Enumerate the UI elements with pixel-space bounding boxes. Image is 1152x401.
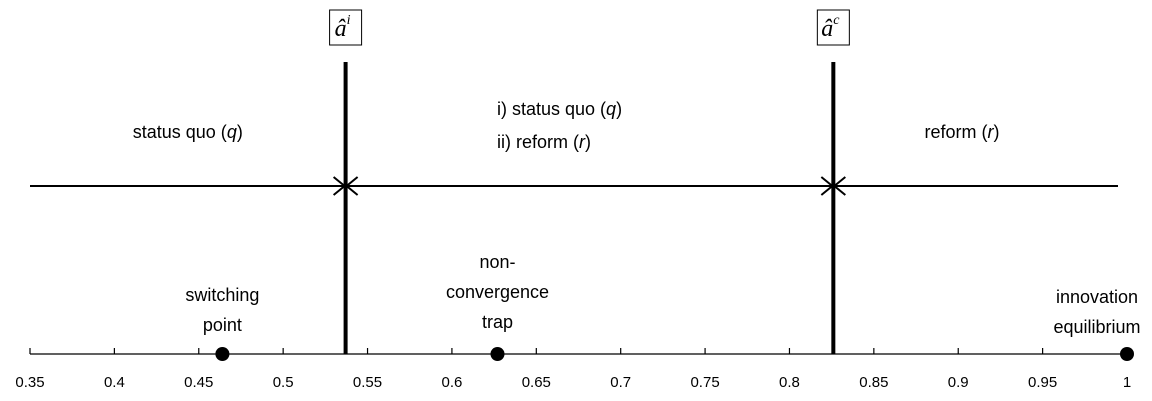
arrowhead <box>332 176 347 196</box>
point <box>1120 347 1134 361</box>
tick-label: 0.95 <box>1028 374 1057 391</box>
point-label: innovation <box>1056 287 1138 307</box>
point-label: point <box>203 315 242 335</box>
threshold-box <box>329 9 363 46</box>
threshold-label: âi <box>335 13 351 41</box>
region-text: i) status quo ( <box>497 99 606 119</box>
threshold-superscript: i <box>347 13 351 28</box>
region-label: reform (r) <box>925 122 1000 142</box>
threshold-symbol: â <box>821 16 833 42</box>
region-label: status quo (q) <box>133 122 243 142</box>
point <box>490 347 505 361</box>
region-text: ii) reform ( <box>497 132 579 152</box>
arrowhead <box>345 176 359 196</box>
tick-label: 0.9 <box>948 374 969 391</box>
region-text: status quo ( <box>133 122 227 142</box>
region-text: ) <box>237 122 243 142</box>
tick-label: 0.5 <box>273 374 294 391</box>
region-text: r <box>988 122 995 142</box>
point-label: equilibrium <box>1053 317 1140 337</box>
tick-label: 0.75 <box>690 374 719 391</box>
region-label: i) status quo (q) <box>497 99 622 119</box>
tick-label: 0.65 <box>522 374 551 391</box>
threshold-box <box>816 9 850 46</box>
threshold-superscript: c <box>833 13 840 28</box>
tick-label: 0.6 <box>441 374 462 391</box>
tick-label: 0.45 <box>184 374 213 391</box>
tick-label: 0.8 <box>779 374 800 391</box>
region-text: ) <box>585 132 591 152</box>
region-text: q <box>227 122 237 142</box>
tick-label: 0.55 <box>353 374 382 391</box>
tick-label: 0.85 <box>859 374 888 391</box>
point-label: trap <box>482 312 513 332</box>
region-text: q <box>606 99 616 119</box>
region-text: reform ( <box>925 122 988 142</box>
point-label: non- <box>479 252 515 272</box>
point-label: switching <box>185 285 259 305</box>
region-text: ) <box>994 122 1000 142</box>
point-label: convergence <box>446 282 549 302</box>
threshold-label: âc <box>821 13 840 41</box>
region-label: ii) reform (r) <box>497 132 591 152</box>
threshold-symbol: â <box>335 16 347 42</box>
arrowhead <box>820 176 834 196</box>
tick-label: 1 <box>1123 374 1131 391</box>
tick-label: 0.4 <box>104 374 125 391</box>
region-text: r <box>579 132 586 152</box>
tick-label: 0.7 <box>610 374 631 391</box>
tick-label: 0.35 <box>15 374 44 391</box>
point <box>215 347 230 361</box>
region-text: ) <box>616 99 622 119</box>
arrowhead <box>832 176 846 196</box>
